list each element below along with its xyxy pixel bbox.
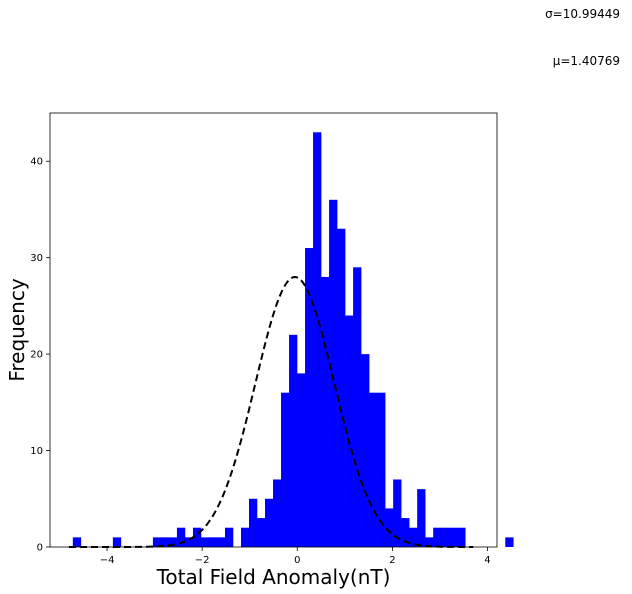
histogram-bar <box>168 537 178 547</box>
histogram-bar <box>425 537 434 547</box>
histogram-bar <box>393 479 402 547</box>
x-tick-label: 0 <box>294 555 300 566</box>
x-tick-label: −4 <box>100 555 115 566</box>
histogram-bar <box>72 537 82 547</box>
histogram-bar <box>289 334 298 547</box>
histogram-bar <box>329 199 338 548</box>
histogram-bar <box>208 537 218 547</box>
histogram-bar <box>441 527 450 547</box>
y-tick-label: 10 <box>30 446 43 457</box>
histogram-bar <box>337 228 346 547</box>
histogram-bar <box>401 518 410 547</box>
histogram-bar <box>152 537 162 547</box>
mu-annotation: μ=1.40769 <box>553 54 620 68</box>
y-axis-label: Frequency <box>5 278 29 381</box>
histogram-bars <box>72 132 514 548</box>
histogram-bar <box>224 527 234 547</box>
histogram-bar <box>313 132 322 548</box>
histogram-bar <box>200 537 210 547</box>
x-tick-label: 2 <box>389 555 395 566</box>
histogram-bar <box>361 354 370 547</box>
histogram-bar <box>273 479 282 547</box>
histogram-bar <box>160 537 170 547</box>
plot-frame <box>49 112 498 548</box>
histogram-bar <box>192 527 202 547</box>
histogram-bar <box>249 498 258 547</box>
y-tick-label: 40 <box>30 157 43 168</box>
sigma-annotation: σ=10.99449 <box>545 7 620 21</box>
histogram-bar <box>240 527 250 547</box>
histogram-bar <box>305 248 314 547</box>
histogram-bar <box>216 537 226 547</box>
histogram-bar <box>176 527 186 547</box>
histogram-bar <box>433 527 442 547</box>
histogram-bar <box>449 527 458 547</box>
y-tick-label: 30 <box>30 253 43 264</box>
histogram-bar <box>345 315 354 547</box>
histogram-bar <box>297 373 306 547</box>
x-axis-label: Total Field Anomaly(nT) <box>156 565 391 589</box>
histogram-bar <box>112 537 122 547</box>
histogram-bar <box>265 498 274 547</box>
y-tick-label: 0 <box>37 543 43 554</box>
y-axis-ticks: 0 10 20 30 40 <box>30 157 50 554</box>
histogram-bar <box>385 508 394 547</box>
y-tick-label: 20 <box>30 350 43 361</box>
histogram-bar <box>257 518 266 547</box>
histogram-bar <box>369 392 378 547</box>
x-tick-label: −2 <box>195 555 210 566</box>
histogram-bar <box>353 267 362 547</box>
histogram-bar <box>321 276 330 547</box>
histogram-bar <box>377 392 386 547</box>
histogram-bar <box>505 537 514 547</box>
x-axis-ticks: −4 −2 0 2 4 <box>100 547 491 566</box>
histogram-bar <box>409 527 418 547</box>
histogram-bar <box>184 537 194 547</box>
histogram-bar <box>417 489 426 547</box>
histogram-bar <box>457 527 466 547</box>
histogram-bar <box>281 392 290 547</box>
x-tick-label: 4 <box>484 555 490 566</box>
